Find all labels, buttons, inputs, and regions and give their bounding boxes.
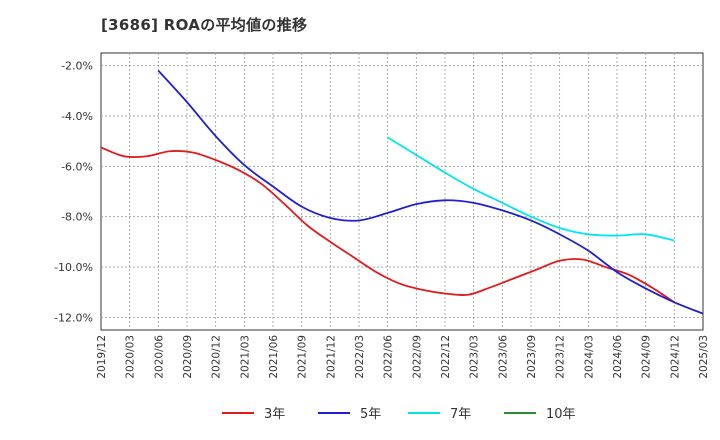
x-tick-label: 2022/12 [440,335,452,379]
y-tick-label: -4.0% [61,110,93,123]
y-tick-label: -8.0% [61,211,93,224]
x-tick-label: 2023/06 [497,335,509,379]
series-lines [100,70,704,315]
x-tick-label: 2024/12 [669,335,681,379]
y-tick-label: -12.0% [54,311,93,324]
x-tick-label: 2024/06 [612,335,624,379]
legend-label-2: 5年 [360,407,381,422]
x-tick-label: 2025/03 [698,335,710,379]
legend-label-4: 10年 [546,407,576,422]
x-tick-label: 2023/09 [526,335,538,379]
x-axis: 2019/12 2020/03 2020/06 2020/09 2020/12 2021/… [96,335,710,379]
x-tick-label: 2022/03 [354,335,366,379]
x-tick-label: 2021/03 [239,335,251,379]
x-tick-label: 2021/09 [297,335,309,379]
legend-label-3: 7年 [450,407,471,422]
y-tick-label: -6.0% [61,160,93,173]
plot-frame [100,52,704,331]
x-tick-label: 2019/12 [96,335,108,379]
x-tick-label: 2023/03 [469,335,481,379]
y-tick-label: -10.0% [54,261,93,274]
x-tick-label: 2022/06 [383,335,395,379]
x-tick-label: 2022/09 [411,335,423,379]
legend-label-1: 3年 [264,407,285,422]
x-tick-label: 2020/03 [125,335,137,379]
grid [100,52,704,331]
chart-title: [3686] ROAの平均値の推移 [101,16,308,34]
series-line-1 [100,146,675,304]
x-tick-label: 2020/12 [211,335,223,379]
y-axis: -2.0% -4.0% -6.0% -8.0% -10.0% -12.0% [54,60,93,325]
x-tick-label: 2020/09 [182,335,194,379]
series-line-2 [157,70,704,315]
x-tick-label: 2021/06 [268,335,280,379]
x-tick-label: 2023/12 [555,335,567,379]
x-tick-label: 2024/09 [641,335,653,379]
x-tick-label: 2021/12 [325,335,337,379]
y-tick-label: -2.0% [61,60,93,73]
x-tick-label: 2020/06 [153,335,165,379]
x-tick-label: 2024/03 [583,335,595,379]
legend: 3年 5年 7年 10年 [222,407,576,422]
series-line-3 [387,136,675,242]
